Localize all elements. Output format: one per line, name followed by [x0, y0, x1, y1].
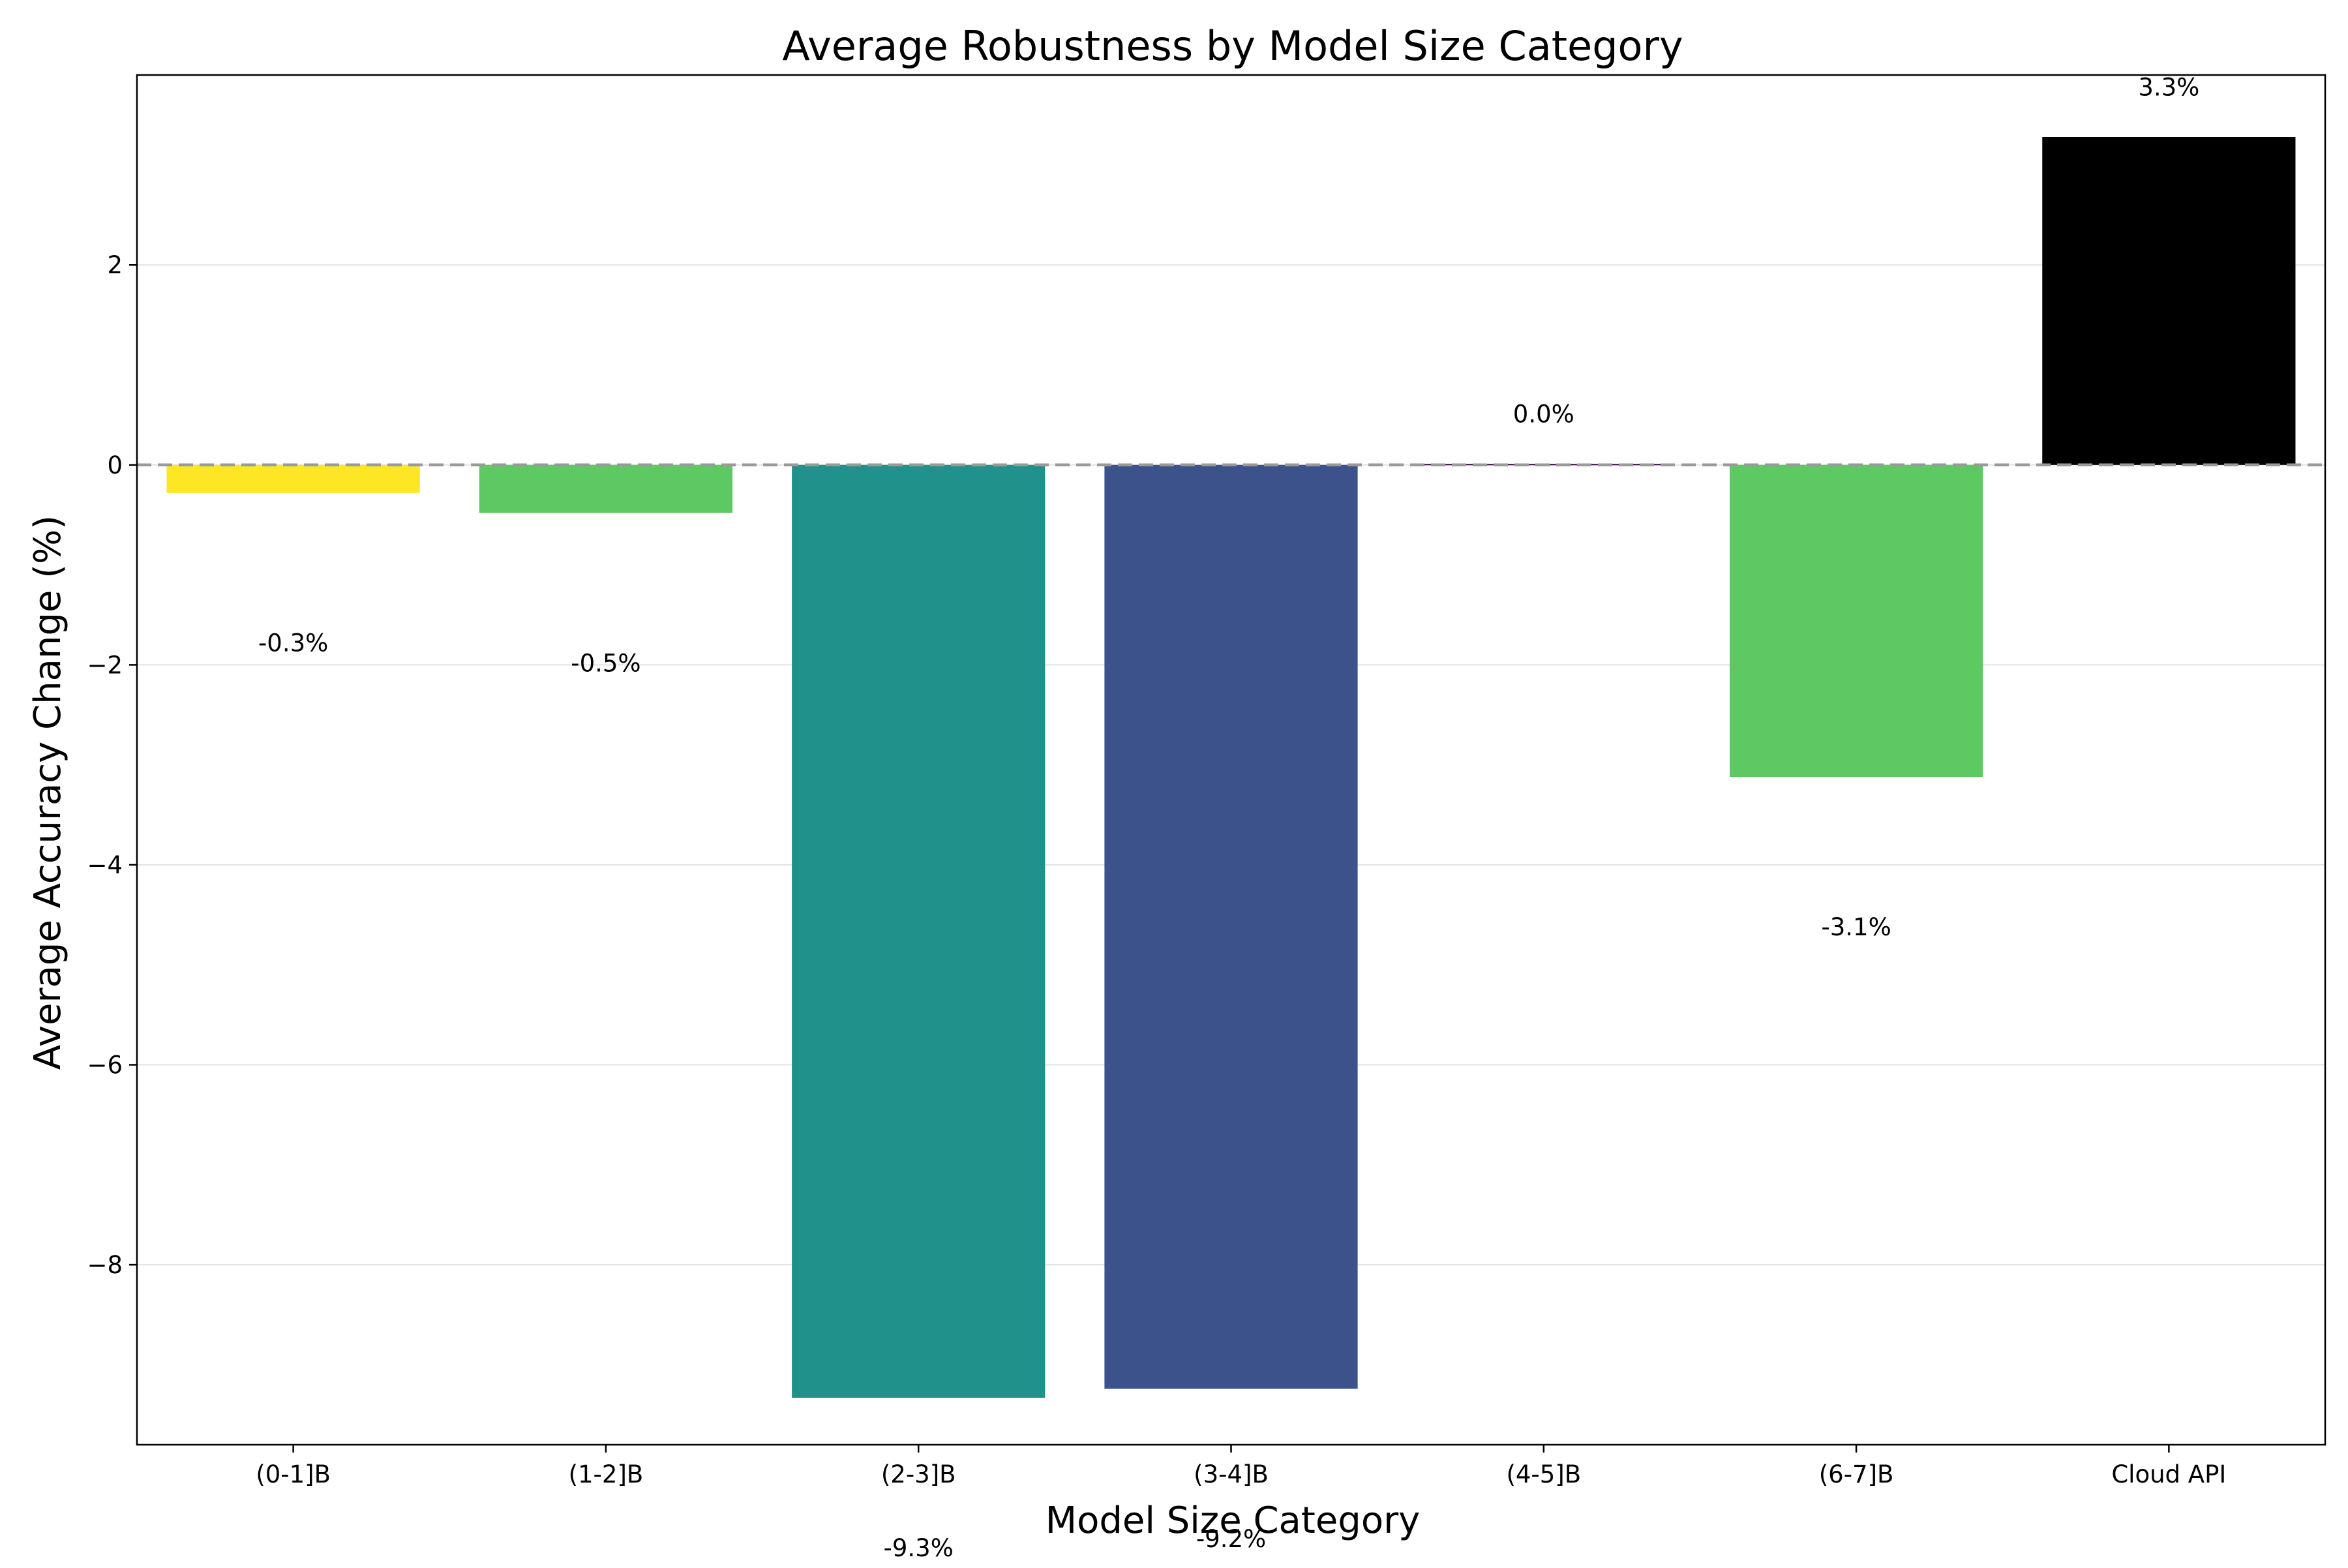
data-label: -3.1%	[1821, 913, 1891, 941]
y-tick-label: −8	[87, 1251, 123, 1279]
bar	[792, 464, 1046, 1398]
x-axis-ticks: (0-1]B (1-2]B (2-3]B (3-4]B (4-5]B (6-7]B Clou…	[256, 1445, 2226, 1488]
y-axis-ticks: −8 −6 −4 −2 0 2	[87, 251, 137, 1279]
data-label: -9.3%	[884, 1534, 954, 1562]
bar	[166, 464, 420, 493]
chart-title: Average Robustness by Model Size Categor…	[782, 22, 1683, 70]
data-label: 3.3%	[2138, 73, 2199, 101]
x-tick-label: (2-3]B	[881, 1460, 956, 1488]
y-tick-label: −2	[87, 651, 123, 679]
y-axis-label: Average Accuracy Change (%)	[27, 515, 69, 1070]
y-tick-label: 2	[107, 251, 123, 279]
y-tick-label: 0	[107, 451, 123, 479]
x-tick-label: (3-4]B	[1194, 1460, 1269, 1488]
x-tick-label: Cloud API	[2111, 1460, 2226, 1488]
bar	[1729, 464, 1983, 777]
bar	[1104, 464, 1358, 1389]
x-tick-label: (6-7]B	[1819, 1460, 1894, 1488]
data-label: -0.5%	[571, 649, 640, 677]
data-label: 0.0%	[1513, 400, 1574, 429]
x-tick-label: (4-5]B	[1506, 1460, 1581, 1488]
x-tick-label: (1-2]B	[569, 1460, 644, 1488]
data-label: -9.2%	[1196, 1525, 1266, 1553]
bars	[166, 137, 2296, 1398]
y-tick-label: −4	[87, 851, 123, 879]
y-tick-label: −6	[87, 1051, 123, 1079]
data-label: -0.3%	[258, 629, 328, 657]
data-labels: -0.3% -0.5% -9.3% -9.2% 0.0% -3.1% 3.3%	[258, 73, 2199, 1561]
x-axis-label: Model Size Category	[1046, 1500, 1421, 1542]
bar	[2042, 137, 2296, 465]
x-tick-label: (0-1]B	[256, 1460, 331, 1488]
bar	[479, 464, 733, 513]
